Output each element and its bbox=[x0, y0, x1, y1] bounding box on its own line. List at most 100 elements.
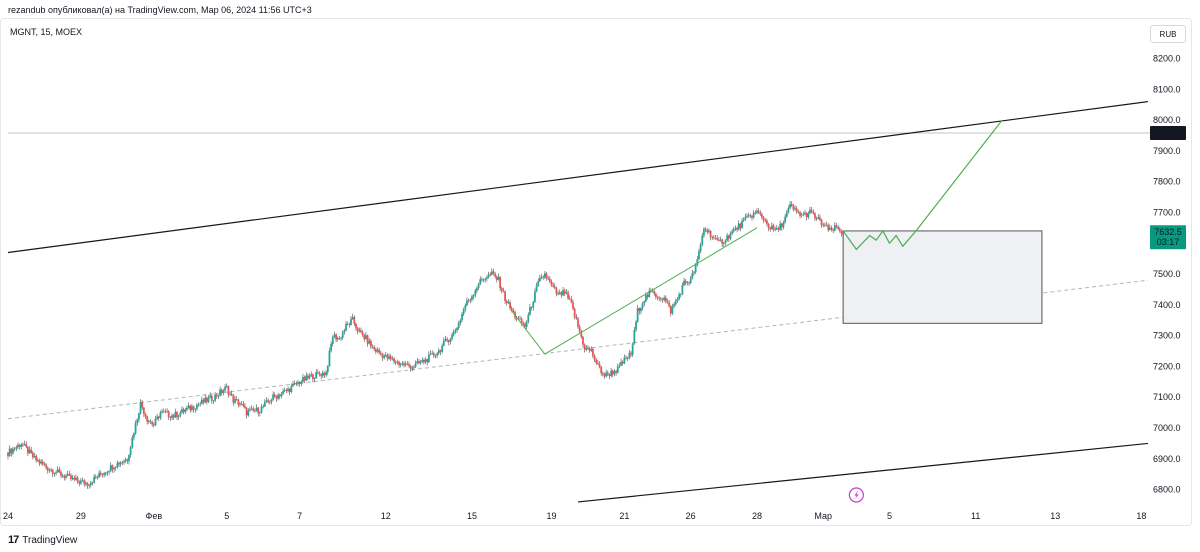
candle-body bbox=[270, 399, 273, 402]
candle-body bbox=[121, 462, 124, 464]
candle-body bbox=[350, 319, 352, 325]
candle-body bbox=[244, 406, 246, 408]
y-tick-label: 8200.0 bbox=[1153, 53, 1181, 63]
candle-body bbox=[116, 462, 119, 468]
candle-body bbox=[152, 424, 155, 426]
y-tick-label: 7500.0 bbox=[1153, 269, 1181, 279]
candle-body bbox=[686, 282, 689, 284]
candle-body bbox=[734, 227, 737, 230]
candle-body bbox=[273, 394, 276, 397]
footer-brand[interactable]: TradingView bbox=[22, 534, 78, 546]
candle-body bbox=[258, 412, 261, 414]
candle-body bbox=[83, 480, 86, 485]
publisher-line: rezandub опубликовал(а) на TradingView.c… bbox=[8, 5, 312, 15]
candle-body bbox=[260, 406, 263, 413]
candle-body bbox=[408, 363, 410, 366]
candle-body bbox=[464, 305, 467, 310]
candle-body bbox=[292, 383, 294, 387]
x-tick-label: 15 bbox=[467, 511, 477, 521]
candle-body bbox=[171, 415, 173, 418]
candle-body bbox=[827, 224, 830, 230]
candle-body bbox=[744, 216, 747, 220]
candle-body bbox=[837, 227, 840, 229]
candle-body bbox=[492, 271, 495, 275]
candle-body bbox=[365, 335, 367, 340]
candle-body bbox=[308, 375, 311, 379]
candle-body bbox=[815, 218, 818, 220]
candle-body bbox=[736, 227, 738, 230]
candle-body bbox=[449, 338, 452, 342]
y-tick-label: 7200.0 bbox=[1153, 361, 1181, 371]
candle-body bbox=[311, 374, 314, 380]
candle-body bbox=[353, 317, 356, 324]
candle-body bbox=[68, 474, 71, 476]
candle-body bbox=[765, 220, 768, 224]
candle-body bbox=[388, 356, 391, 359]
candle-body bbox=[467, 300, 470, 302]
candle-body bbox=[757, 210, 760, 213]
candle-body bbox=[838, 228, 841, 231]
candle-body bbox=[282, 391, 284, 394]
candle-body bbox=[593, 355, 596, 360]
candle-body bbox=[240, 403, 243, 405]
candle-body bbox=[799, 212, 801, 216]
candle-body bbox=[411, 367, 414, 369]
candle-body bbox=[336, 338, 339, 340]
candle-body bbox=[290, 386, 293, 392]
candle-body bbox=[207, 397, 210, 402]
candle-body bbox=[774, 229, 777, 231]
candle-body bbox=[537, 281, 540, 286]
candle-body bbox=[8, 448, 11, 457]
candle-body bbox=[379, 352, 382, 354]
candle-body bbox=[807, 213, 810, 218]
candle-body bbox=[242, 403, 245, 407]
symbol-label[interactable]: MGNT, 15, MOEX bbox=[10, 27, 83, 37]
candle-body bbox=[280, 393, 283, 397]
candle-body bbox=[764, 220, 767, 222]
candle-body bbox=[401, 363, 404, 365]
candle-body bbox=[819, 217, 821, 220]
candle-body bbox=[724, 240, 727, 243]
candle-body bbox=[457, 323, 460, 329]
candle-body bbox=[288, 388, 291, 392]
candle-body bbox=[552, 285, 555, 287]
candle-body bbox=[472, 295, 475, 297]
candle-body bbox=[451, 334, 453, 339]
candle-body bbox=[167, 411, 170, 417]
candle-body bbox=[181, 409, 183, 413]
candle-body bbox=[80, 480, 82, 484]
candle-body bbox=[547, 278, 550, 280]
candle-body bbox=[295, 383, 298, 385]
candle-body bbox=[504, 291, 506, 302]
candle-body bbox=[346, 323, 349, 325]
candle-body bbox=[404, 363, 407, 366]
candle-body bbox=[790, 203, 793, 206]
candle-body bbox=[245, 407, 248, 416]
y-tick-label: 7400.0 bbox=[1153, 300, 1181, 310]
candle-body bbox=[166, 411, 168, 413]
candle-body bbox=[366, 335, 369, 344]
candle-body bbox=[33, 455, 36, 458]
candle-body bbox=[94, 476, 97, 478]
candle-body bbox=[706, 230, 709, 233]
y-tick-label: 7700.0 bbox=[1153, 207, 1181, 217]
candle-body bbox=[104, 472, 107, 474]
candle-body bbox=[726, 235, 729, 241]
candle-body bbox=[20, 444, 23, 447]
candle-body bbox=[654, 293, 657, 297]
candle-body bbox=[775, 228, 778, 230]
candle-body bbox=[419, 362, 422, 364]
currency-button[interactable]: RUB bbox=[1150, 25, 1186, 43]
candle-body bbox=[126, 459, 129, 462]
channel-midline bbox=[7, 279, 1149, 420]
candle-body bbox=[540, 276, 543, 279]
candle-body bbox=[461, 313, 463, 321]
candle-body bbox=[396, 361, 399, 363]
candle-body bbox=[368, 340, 371, 344]
candle-body bbox=[674, 301, 677, 305]
candle-body bbox=[522, 323, 525, 325]
candle-body bbox=[633, 329, 636, 344]
candle-body bbox=[635, 321, 637, 330]
candle-body bbox=[429, 353, 432, 355]
